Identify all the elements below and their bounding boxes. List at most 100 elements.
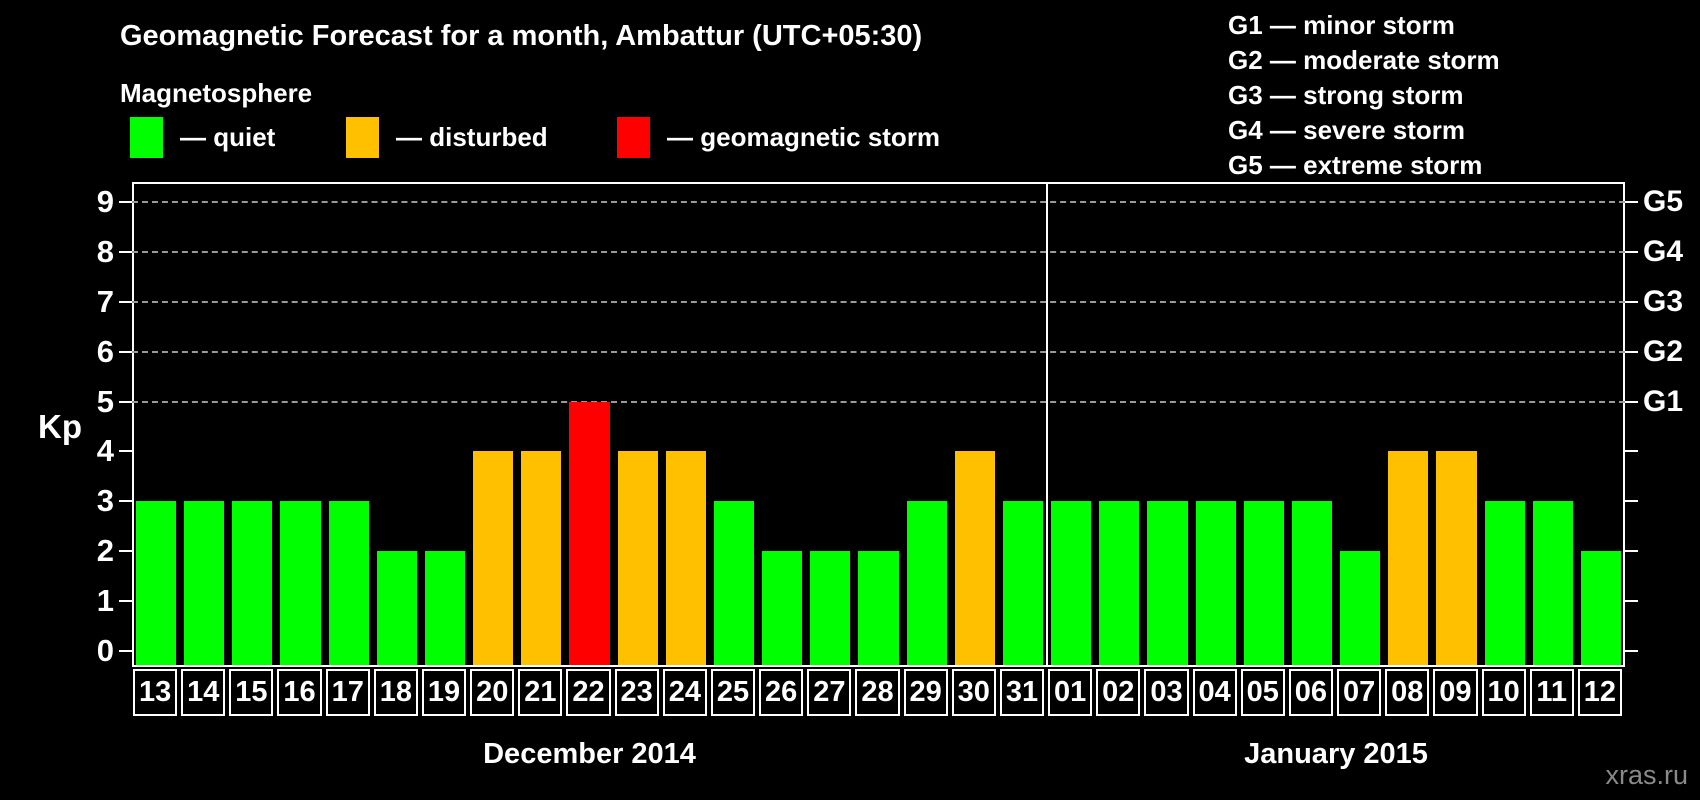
date-box-19: 19 <box>421 669 467 716</box>
bar-13-kp3 <box>136 501 177 665</box>
g-tick-label-g1: G1 <box>1643 384 1684 418</box>
y-tick-left-5 <box>119 400 132 403</box>
date-box-05: 05 <box>1240 669 1285 716</box>
date-box-26: 26 <box>759 669 804 716</box>
date-box-22: 22 <box>566 669 611 716</box>
date-box-17: 17 <box>325 669 370 716</box>
bar-16-kp3 <box>280 501 321 665</box>
y-tick-left-8 <box>119 250 132 253</box>
bar-26-kp2 <box>762 551 803 665</box>
y-tick-left-9 <box>119 200 132 203</box>
date-box-13: 13 <box>133 669 178 716</box>
magnetosphere-subtitle: Magnetosphere <box>120 78 313 108</box>
month-label-december: December 2014 <box>483 738 696 770</box>
date-box-02: 02 <box>1096 669 1141 716</box>
y-tick-left-3 <box>119 500 132 503</box>
y-tick-label-6: 6 <box>96 333 114 369</box>
legend-item-disturbed: — disturbed <box>346 117 548 158</box>
y-tick-label-5: 5 <box>96 383 114 419</box>
legend-item-quiet: — quiet <box>130 117 275 158</box>
y-tick-left-2 <box>119 550 132 553</box>
g-legend-line-4: G4 — severe storm <box>1228 115 1466 145</box>
y-tick-left-4 <box>119 450 132 453</box>
bar-28-kp2 <box>858 551 899 665</box>
watermark: xras.ru <box>1605 760 1688 790</box>
y-tick-right-7 <box>1625 300 1638 303</box>
g-legend-line-1: G1 — minor storm <box>1228 10 1455 40</box>
g-tick-label-g5: G5 <box>1643 184 1684 218</box>
date-box-01: 01 <box>1048 669 1093 716</box>
date-box-04: 04 <box>1192 669 1237 716</box>
legend-label-quiet: — quiet <box>180 122 276 152</box>
y-tick-label-1: 1 <box>96 583 114 619</box>
gridline-kp6 <box>132 350 1625 353</box>
bar-31-kp3 <box>1002 501 1044 665</box>
bar-12-kp2 <box>1580 551 1621 665</box>
y-tick-label-8: 8 <box>96 233 114 269</box>
legend-swatch-disturbed <box>346 117 379 158</box>
y-tick-label-4: 4 <box>96 433 114 469</box>
date-box-20: 20 <box>470 669 515 716</box>
bar-11-kp3 <box>1532 501 1573 665</box>
bar-20-kp4 <box>473 451 514 665</box>
y-tick-right-5 <box>1625 400 1638 403</box>
y-tick-right-8 <box>1625 250 1638 253</box>
y-tick-right-9 <box>1625 200 1638 203</box>
date-box-06: 06 <box>1288 669 1334 716</box>
month-separator <box>1046 182 1049 667</box>
y-tick-label-7: 7 <box>96 283 114 319</box>
g-tick-label-g2: G2 <box>1643 334 1684 368</box>
y-tick-label-0: 0 <box>96 633 114 668</box>
date-box-23: 23 <box>614 669 659 716</box>
bar-01-kp3 <box>1051 501 1092 665</box>
y-tick-right-3 <box>1625 500 1638 503</box>
y-axis-label: Kp <box>38 408 82 445</box>
bar-02-kp3 <box>1099 501 1140 665</box>
date-box-07: 07 <box>1337 669 1382 716</box>
y-tick-right-0 <box>1625 650 1638 652</box>
date-box-21: 21 <box>518 669 563 716</box>
gridline-kp7 <box>132 300 1625 303</box>
g-legend-line-5: G5 — extreme storm <box>1228 150 1483 180</box>
gridline-kp9 <box>132 200 1625 203</box>
g-tick-label-g4: G4 <box>1643 234 1684 268</box>
bar-09-kp4 <box>1436 451 1477 665</box>
plot-area <box>132 182 1625 667</box>
legend-label-storm: — geomagnetic storm <box>667 122 941 152</box>
legend-swatch-quiet <box>130 117 163 158</box>
date-box-27: 27 <box>807 669 852 716</box>
bar-27-kp2 <box>810 551 851 665</box>
date-box-09: 09 <box>1433 669 1478 716</box>
date-box-10: 10 <box>1481 669 1526 716</box>
bar-08-kp4 <box>1388 451 1429 665</box>
bar-19-kp2 <box>424 551 466 665</box>
date-box-31: 31 <box>999 669 1045 716</box>
y-tick-left-7 <box>119 300 132 303</box>
bar-21-kp4 <box>521 451 562 665</box>
bar-23-kp4 <box>617 451 658 665</box>
g-legend-line-3: G3 — strong storm <box>1228 80 1464 110</box>
g-scale-legend: G1 — minor storm G2 — moderate storm G3 — … <box>1228 8 1500 183</box>
legend-label-disturbed: — disturbed <box>396 122 548 152</box>
bar-06-kp3 <box>1291 501 1333 665</box>
g-legend-line-2: G2 — moderate storm <box>1228 45 1500 75</box>
bar-03-kp3 <box>1147 501 1188 665</box>
bar-24-kp4 <box>665 451 706 665</box>
bar-25-kp3 <box>713 501 755 665</box>
date-box-24: 24 <box>662 669 707 716</box>
y-tick-right-4 <box>1625 450 1638 453</box>
y-tick-left-6 <box>119 350 132 353</box>
date-box-15: 15 <box>229 669 274 716</box>
bar-18-kp2 <box>376 551 417 665</box>
legend-item-storm: — geomagnetic storm <box>617 117 940 158</box>
y-tick-right-2 <box>1625 550 1638 553</box>
legend-swatch-storm <box>617 117 650 158</box>
bar-04-kp3 <box>1195 501 1236 665</box>
gridline-kp8 <box>132 250 1625 253</box>
y-tick-left-1 <box>119 600 132 603</box>
date-box-30: 30 <box>951 669 996 716</box>
bar-30-kp4 <box>954 451 995 665</box>
date-box-16: 16 <box>277 669 322 716</box>
date-box-14: 14 <box>181 669 226 716</box>
